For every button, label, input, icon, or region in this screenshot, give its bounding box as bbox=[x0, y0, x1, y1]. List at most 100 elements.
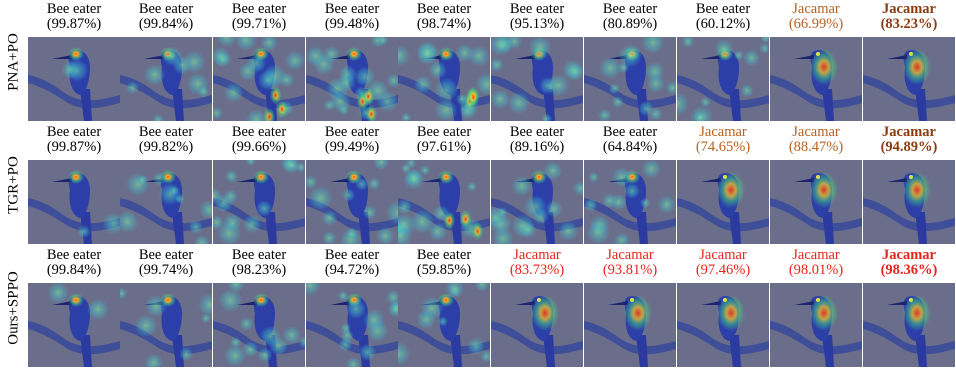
figure-cell: Bee eater (99.49%) bbox=[306, 125, 398, 245]
confidence: (95.13%) bbox=[509, 16, 565, 32]
cell-caption: Jacamar (88.47%) bbox=[764, 125, 868, 159]
cell-caption: Jacamar (93.81%) bbox=[578, 248, 682, 282]
confidence: (98.74%) bbox=[416, 16, 472, 32]
predicted-class: Jacamar bbox=[792, 124, 840, 140]
figure-cell: Bee eater (99.87%) bbox=[28, 125, 120, 245]
attention-heatmap-image bbox=[398, 283, 490, 367]
figure-cell: Bee eater (60.12%) bbox=[677, 2, 769, 122]
predicted-class: Jacamar bbox=[882, 124, 936, 140]
figure-cell: Bee eater (99.87%) bbox=[28, 2, 120, 122]
predicted-class: Jacamar bbox=[513, 247, 561, 263]
attention-heatmap-image bbox=[120, 283, 212, 367]
confidence: (59.85%) bbox=[416, 262, 472, 278]
figure-cell: Bee eater (97.61%) bbox=[398, 125, 490, 245]
confidence: (64.84%) bbox=[602, 139, 658, 155]
cell-caption: Jacamar (94.89%) bbox=[857, 125, 956, 159]
confidence: (98.36%) bbox=[880, 262, 938, 278]
attention-heatmap-image bbox=[120, 37, 212, 121]
attention-heatmap-image bbox=[213, 37, 305, 121]
figure-cell: Jacamar (66.99%) bbox=[770, 2, 862, 122]
cell-caption: Bee eater (60.12%) bbox=[671, 2, 775, 36]
attention-heatmap-image bbox=[306, 37, 398, 121]
attention-heatmap-image bbox=[28, 283, 120, 367]
figure-cell: Bee eater (64.84%) bbox=[584, 125, 676, 245]
predicted-class: Bee eater bbox=[46, 1, 102, 17]
row-label-text: TGR+PO bbox=[5, 156, 22, 214]
cell-caption: Bee eater (64.84%) bbox=[578, 125, 682, 159]
cell-caption: Bee eater (98.23%) bbox=[207, 248, 311, 282]
cell-caption: Jacamar (98.36%) bbox=[857, 248, 956, 282]
predicted-class: Bee eater bbox=[509, 1, 565, 17]
predicted-class: Jacamar bbox=[792, 1, 840, 17]
predicted-class: Jacamar bbox=[792, 247, 840, 263]
attention-heatmap-image bbox=[863, 160, 955, 244]
cell-caption: Bee eater (99.82%) bbox=[114, 125, 218, 159]
figure-cell: Bee eater (89.16%) bbox=[491, 125, 583, 245]
attention-heatmap-image bbox=[28, 37, 120, 121]
predicted-class: Bee eater bbox=[416, 247, 472, 263]
predicted-class: Bee eater bbox=[138, 1, 194, 17]
confidence: (99.74%) bbox=[138, 262, 194, 278]
predicted-class: Jacamar bbox=[699, 124, 747, 140]
predicted-class: Bee eater bbox=[138, 247, 194, 263]
figure-row: TGR+PO Bee eater (99.87%) Bee eater (99.82%)… bbox=[0, 125, 956, 245]
figure-cell: Jacamar (94.89%) bbox=[863, 125, 955, 245]
confidence: (99.82%) bbox=[138, 139, 194, 155]
figure-cell: Bee eater (99.82%) bbox=[120, 125, 212, 245]
confidence: (93.81%) bbox=[602, 262, 658, 278]
confidence: (99.49%) bbox=[324, 139, 380, 155]
figure-cell: Bee eater (99.84%) bbox=[28, 248, 120, 368]
attention-heatmap-image bbox=[398, 160, 490, 244]
attention-heatmap-image bbox=[306, 160, 398, 244]
predicted-class: Bee eater bbox=[324, 124, 380, 140]
cell-caption: Bee eater (99.87%) bbox=[22, 2, 126, 36]
predicted-class: Bee eater bbox=[46, 124, 102, 140]
confidence: (98.23%) bbox=[231, 262, 287, 278]
confidence: (66.99%) bbox=[788, 16, 844, 32]
confidence: (60.12%) bbox=[695, 16, 751, 32]
cell-caption: Bee eater (95.13%) bbox=[485, 2, 589, 36]
confidence: (99.66%) bbox=[231, 139, 287, 155]
attention-heatmap-image bbox=[677, 160, 769, 244]
cell-caption: Bee eater (59.85%) bbox=[392, 248, 496, 282]
confidence: (99.84%) bbox=[46, 262, 102, 278]
attention-heatmap-image bbox=[863, 283, 955, 367]
attention-heatmap-image bbox=[491, 283, 583, 367]
predicted-class: Bee eater bbox=[602, 124, 658, 140]
cell-caption: Bee eater (80.89%) bbox=[578, 2, 682, 36]
figure-cell: Bee eater (99.84%) bbox=[120, 2, 212, 122]
attention-heatmap-image bbox=[120, 160, 212, 244]
confidence: (99.87%) bbox=[46, 16, 102, 32]
figure-cell: Bee eater (99.71%) bbox=[213, 2, 305, 122]
predicted-class: Bee eater bbox=[46, 247, 102, 263]
confidence: (99.84%) bbox=[138, 16, 194, 32]
confidence: (99.87%) bbox=[46, 139, 102, 155]
attention-heatmap-image bbox=[398, 37, 490, 121]
figure-cell: Jacamar (88.47%) bbox=[770, 125, 862, 245]
predicted-class: Bee eater bbox=[324, 1, 380, 17]
attention-heatmap-image bbox=[213, 160, 305, 244]
predicted-class: Jacamar bbox=[882, 1, 936, 17]
attention-heatmap-image bbox=[770, 37, 862, 121]
confidence: (83.73%) bbox=[509, 262, 565, 278]
attention-heatmap-image bbox=[770, 160, 862, 244]
cell-caption: Bee eater (99.84%) bbox=[22, 248, 126, 282]
figure-cell: Jacamar (83.23%) bbox=[863, 2, 955, 122]
predicted-class: Bee eater bbox=[416, 124, 472, 140]
attention-heatmap-image bbox=[28, 160, 120, 244]
cell-caption: Bee eater (97.61%) bbox=[392, 125, 496, 159]
cell-caption: Bee eater (94.72%) bbox=[300, 248, 404, 282]
predicted-class: Bee eater bbox=[695, 1, 751, 17]
predicted-class: Jacamar bbox=[606, 247, 654, 263]
predicted-class: Bee eater bbox=[509, 124, 565, 140]
figure-cell: Bee eater (98.74%) bbox=[398, 2, 490, 122]
cell-caption: Jacamar (97.46%) bbox=[671, 248, 775, 282]
confidence: (89.16%) bbox=[509, 139, 565, 155]
confidence: (99.48%) bbox=[324, 16, 380, 32]
attention-heatmap-image bbox=[306, 283, 398, 367]
cell-caption: Bee eater (98.74%) bbox=[392, 2, 496, 36]
cell-caption: Jacamar (74.65%) bbox=[671, 125, 775, 159]
confidence: (80.89%) bbox=[602, 16, 658, 32]
row-label-text: Ours+SPPO bbox=[5, 271, 22, 345]
predicted-class: Bee eater bbox=[231, 124, 287, 140]
